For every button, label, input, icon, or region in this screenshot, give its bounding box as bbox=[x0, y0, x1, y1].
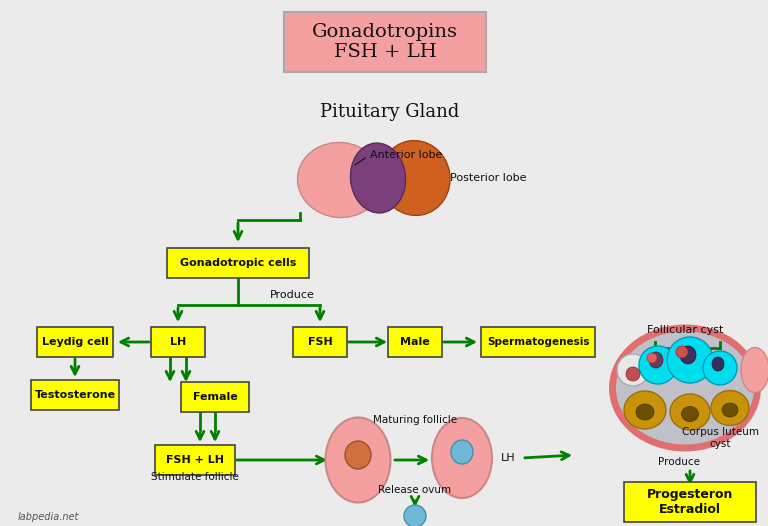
Ellipse shape bbox=[649, 352, 663, 368]
Ellipse shape bbox=[722, 403, 738, 417]
Circle shape bbox=[639, 346, 677, 384]
Text: Male: Male bbox=[400, 337, 430, 347]
Ellipse shape bbox=[297, 143, 382, 218]
Text: FSH: FSH bbox=[308, 337, 333, 347]
Text: Gonadotropic cells: Gonadotropic cells bbox=[180, 258, 296, 268]
Ellipse shape bbox=[613, 328, 757, 448]
Circle shape bbox=[676, 346, 688, 358]
Circle shape bbox=[617, 354, 649, 386]
Ellipse shape bbox=[711, 390, 749, 426]
Text: LH: LH bbox=[501, 453, 515, 463]
Circle shape bbox=[404, 505, 426, 526]
FancyBboxPatch shape bbox=[481, 327, 595, 357]
Text: Anterior lobe: Anterior lobe bbox=[370, 150, 442, 160]
FancyBboxPatch shape bbox=[181, 382, 249, 412]
Ellipse shape bbox=[680, 346, 696, 364]
Ellipse shape bbox=[350, 143, 406, 213]
FancyBboxPatch shape bbox=[293, 327, 347, 357]
Ellipse shape bbox=[741, 348, 768, 392]
FancyBboxPatch shape bbox=[155, 445, 235, 475]
FancyBboxPatch shape bbox=[31, 380, 119, 410]
FancyBboxPatch shape bbox=[624, 482, 756, 522]
Text: Stimulate follicle: Stimulate follicle bbox=[151, 472, 239, 482]
Text: Leydig cell: Leydig cell bbox=[41, 337, 108, 347]
FancyBboxPatch shape bbox=[284, 12, 486, 72]
Text: Spermatogenesis: Spermatogenesis bbox=[487, 337, 589, 347]
Text: labpedia.net: labpedia.net bbox=[18, 512, 79, 522]
Text: Progesteron
Estradiol: Progesteron Estradiol bbox=[647, 488, 733, 516]
Ellipse shape bbox=[380, 140, 450, 216]
Text: Maturing follicle: Maturing follicle bbox=[373, 415, 457, 425]
Text: Corpus luteum
cyst: Corpus luteum cyst bbox=[681, 427, 759, 449]
Text: Pituitary Gland: Pituitary Gland bbox=[320, 103, 460, 121]
Ellipse shape bbox=[670, 394, 710, 430]
Text: Testosterone: Testosterone bbox=[35, 390, 115, 400]
Text: FSH + LH: FSH + LH bbox=[166, 455, 224, 465]
Text: Release ovum: Release ovum bbox=[379, 485, 452, 495]
Ellipse shape bbox=[624, 391, 666, 429]
FancyBboxPatch shape bbox=[151, 327, 205, 357]
Circle shape bbox=[667, 337, 713, 383]
Ellipse shape bbox=[712, 357, 724, 371]
Ellipse shape bbox=[681, 407, 699, 421]
Ellipse shape bbox=[636, 404, 654, 420]
Ellipse shape bbox=[345, 441, 371, 469]
Text: LH: LH bbox=[170, 337, 186, 347]
Text: Female: Female bbox=[193, 392, 237, 402]
Text: Gonadotropins
FSH + LH: Gonadotropins FSH + LH bbox=[312, 23, 458, 62]
Circle shape bbox=[703, 351, 737, 385]
Text: Produce: Produce bbox=[270, 290, 315, 300]
FancyBboxPatch shape bbox=[388, 327, 442, 357]
Ellipse shape bbox=[326, 418, 390, 502]
Ellipse shape bbox=[432, 418, 492, 498]
Text: Produce: Produce bbox=[658, 457, 700, 467]
Ellipse shape bbox=[451, 440, 473, 464]
FancyBboxPatch shape bbox=[37, 327, 113, 357]
FancyBboxPatch shape bbox=[167, 248, 309, 278]
Text: Follicular cyst: Follicular cyst bbox=[647, 325, 723, 335]
Circle shape bbox=[647, 353, 657, 363]
Text: Posterior lobe: Posterior lobe bbox=[450, 173, 527, 183]
Circle shape bbox=[626, 367, 640, 381]
